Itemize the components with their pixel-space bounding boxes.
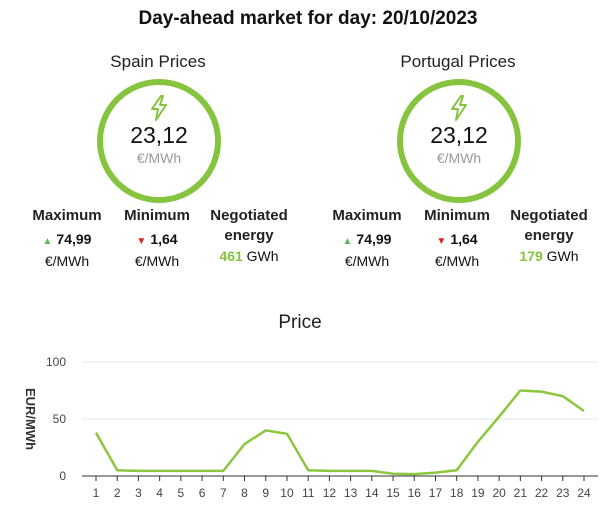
- triangle-down-icon: ▼: [136, 236, 147, 247]
- x-tick-label: 1: [93, 486, 100, 500]
- energy-label: energy: [524, 227, 574, 244]
- spain-min-value: 1,64: [150, 231, 178, 247]
- price-series-line: [94, 389, 585, 476]
- spain-min-unit: €/MWh: [134, 253, 180, 269]
- x-tick-label: 22: [535, 486, 549, 500]
- maximum-label: Maximum: [332, 207, 402, 224]
- spain-maximum: Maximum ▲ 74,99 €/MWh: [24, 206, 110, 270]
- portugal-max-unit: €/MWh: [344, 253, 390, 269]
- spain-neg-unit: GWh: [246, 248, 279, 264]
- triangle-down-icon: ▼: [436, 236, 447, 247]
- x-tick-label: 11: [302, 486, 315, 500]
- x-tick-label: 6: [199, 486, 206, 500]
- x-tick-label: 21: [514, 486, 528, 500]
- portugal-price-unit: €/MWh: [436, 150, 482, 166]
- portugal-price-gauge: 23,12 €/MWh: [397, 79, 521, 203]
- energy-label: energy: [224, 227, 274, 244]
- spain-price-value: 23,12: [130, 122, 188, 148]
- x-tick-label: 4: [156, 486, 163, 500]
- portugal-prices-heading: Portugal Prices: [400, 52, 516, 71]
- minimum-label: Minimum: [124, 207, 190, 224]
- x-tick-label: 18: [450, 486, 464, 500]
- spain-price-gauge: 23,12 €/MWh: [97, 79, 221, 203]
- maximum-label: Maximum: [32, 207, 102, 224]
- portugal-min-value: 1,64: [450, 231, 478, 247]
- spain-max-unit: €/MWh: [44, 253, 90, 269]
- portugal-maximum: Maximum ▲ 74,99 €/MWh: [324, 206, 410, 270]
- x-tick-label: 10: [280, 486, 294, 500]
- portugal-neg-unit: GWh: [546, 248, 579, 264]
- x-tick-label: 23: [556, 486, 570, 500]
- spain-price-unit: €/MWh: [136, 150, 182, 166]
- x-tick-label: 5: [178, 486, 185, 500]
- portugal-negotiated-energy: Negotiated energy 179 GWh: [496, 206, 602, 266]
- triangle-up-icon: ▲: [42, 236, 53, 247]
- lightning-bolt-icon: [151, 95, 167, 121]
- spain-negotiated-energy: Negotiated energy 461 GWh: [196, 206, 302, 266]
- lightning-bolt-icon: [451, 95, 467, 121]
- portugal-price-value: 23,12: [430, 122, 488, 148]
- x-tick-label: 17: [429, 486, 443, 500]
- y-tick-label: 0: [59, 469, 66, 483]
- triangle-up-icon: ▲: [342, 236, 353, 247]
- page-title: Day-ahead market for day: 20/10/2023: [138, 8, 478, 29]
- spain-neg-value: 461: [219, 248, 243, 264]
- minimum-label: Minimum: [424, 207, 490, 224]
- spain-prices-heading: Spain Prices: [110, 52, 206, 71]
- x-tick-label: 7: [220, 486, 227, 500]
- x-tick-label: 24: [577, 486, 591, 500]
- x-tick-label: 20: [492, 486, 506, 500]
- x-tick-label: 12: [323, 486, 337, 500]
- x-tick-label: 15: [386, 486, 400, 500]
- negotiated-label: Negotiated: [210, 207, 288, 224]
- chart-title: Price: [278, 312, 322, 333]
- spain-minimum: Minimum ▼ 1,64 €/MWh: [114, 206, 200, 270]
- portugal-neg-value: 179: [519, 248, 543, 264]
- y-tick-label: 100: [46, 355, 66, 369]
- x-tick-label: 9: [262, 486, 269, 500]
- portugal-prices-panel: Portugal Prices 23,12 €/MWh Maximum ▲ 74,…: [308, 50, 608, 280]
- spain-max-value: 74,99: [56, 231, 92, 247]
- portugal-min-unit: €/MWh: [434, 253, 480, 269]
- x-tick-label: 3: [135, 486, 142, 500]
- portugal-max-value: 74,99: [356, 231, 392, 247]
- negotiated-label: Negotiated: [510, 207, 588, 224]
- portugal-minimum: Minimum ▼ 1,64 €/MWh: [414, 206, 500, 270]
- y-tick-label: 50: [53, 412, 67, 426]
- x-tick-label: 19: [471, 486, 485, 500]
- spain-prices-panel: Spain Prices 23,12 €/MWh Maximum ▲ 74,99 …: [8, 50, 308, 280]
- x-tick-label: 16: [408, 486, 422, 500]
- x-tick-label: 14: [365, 486, 379, 500]
- x-tick-label: 2: [114, 486, 121, 500]
- x-tick-label: 13: [344, 486, 358, 500]
- x-tick-label: 8: [241, 486, 248, 500]
- y-axis-label: EUR/MWh: [23, 388, 38, 450]
